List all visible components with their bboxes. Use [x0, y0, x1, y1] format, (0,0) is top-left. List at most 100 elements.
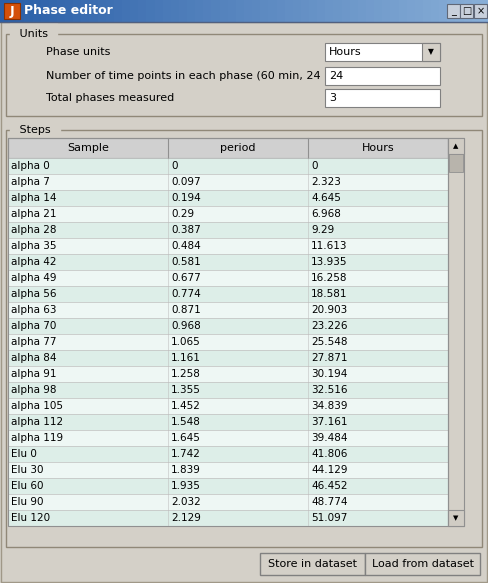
Bar [8, 222, 448, 238]
Bar [6, 130, 482, 547]
Bar [106, 0, 115, 22]
Text: 1.452: 1.452 [171, 401, 201, 411]
Text: 1.742: 1.742 [171, 449, 201, 459]
Text: alpha 63: alpha 63 [11, 305, 57, 315]
Text: Units: Units [16, 29, 52, 39]
Text: 16.258: 16.258 [311, 273, 347, 283]
Text: 0.677: 0.677 [171, 273, 201, 283]
Text: 1.548: 1.548 [171, 417, 201, 427]
Text: 13.935: 13.935 [311, 257, 347, 267]
Text: Hours: Hours [362, 143, 394, 153]
Bar [374, 0, 383, 22]
Text: 0.581: 0.581 [171, 257, 201, 267]
Bar [260, 0, 269, 22]
Text: 34.839: 34.839 [311, 401, 347, 411]
Text: alpha 98: alpha 98 [11, 385, 57, 395]
Bar [8, 350, 448, 366]
Text: _: _ [451, 6, 456, 16]
Text: Phase editor: Phase editor [24, 5, 113, 17]
Bar [8, 138, 448, 158]
Bar [474, 4, 487, 18]
Text: 11.613: 11.613 [311, 241, 347, 251]
Text: alpha 0: alpha 0 [11, 161, 50, 171]
Text: 3: 3 [329, 93, 336, 103]
Text: 1.839: 1.839 [171, 465, 201, 475]
Text: 0.29: 0.29 [171, 209, 194, 219]
Bar [89, 0, 99, 22]
Text: 44.129: 44.129 [311, 465, 347, 475]
Text: 30.194: 30.194 [311, 369, 347, 379]
Text: 37.161: 37.161 [311, 417, 347, 427]
Text: alpha 112: alpha 112 [11, 417, 63, 427]
Bar [171, 0, 180, 22]
Bar [455, 0, 465, 22]
Bar [8, 430, 448, 446]
Bar [309, 0, 318, 22]
Text: 24: 24 [329, 71, 343, 81]
Bar [448, 138, 464, 154]
Bar [317, 0, 326, 22]
Text: 46.452: 46.452 [311, 481, 347, 491]
Text: 20.903: 20.903 [311, 305, 347, 315]
Bar [8, 174, 448, 190]
Bar [350, 0, 359, 22]
Text: Number of time points in each phase (60 min, 24 h etc..): Number of time points in each phase (60 … [46, 71, 364, 81]
Bar [8, 286, 448, 302]
Text: Elu 30: Elu 30 [11, 465, 43, 475]
Bar [277, 0, 285, 22]
Text: 0: 0 [171, 161, 178, 171]
Bar [439, 0, 448, 22]
Text: 6.968: 6.968 [311, 209, 341, 219]
Bar [8, 190, 448, 206]
Text: Store in dataset: Store in dataset [268, 559, 357, 569]
Text: Phase units: Phase units [46, 47, 110, 57]
Text: 0.774: 0.774 [171, 289, 201, 299]
Text: □: □ [462, 6, 471, 16]
Bar [8, 414, 448, 430]
Text: alpha 84: alpha 84 [11, 353, 57, 363]
Text: 25.548: 25.548 [311, 337, 347, 347]
Text: 9.29: 9.29 [311, 225, 334, 235]
Text: 1.935: 1.935 [171, 481, 201, 491]
Bar [8, 254, 448, 270]
Bar [8, 510, 448, 526]
Text: 4.645: 4.645 [311, 193, 341, 203]
Bar [390, 0, 400, 22]
Bar [8, 138, 448, 526]
Bar [382, 0, 391, 22]
Bar [8, 398, 448, 414]
Bar [423, 0, 432, 22]
Text: Elu 90: Elu 90 [11, 497, 43, 507]
Text: 41.806: 41.806 [311, 449, 347, 459]
Bar [8, 270, 448, 286]
Bar [252, 0, 261, 22]
Bar [472, 0, 481, 22]
Bar [342, 0, 351, 22]
Text: alpha 56: alpha 56 [11, 289, 57, 299]
Bar [365, 553, 480, 575]
Bar [16, 0, 25, 22]
Text: period: period [220, 143, 256, 153]
Text: 39.484: 39.484 [311, 433, 347, 443]
Text: Elu 60: Elu 60 [11, 481, 43, 491]
Bar [448, 138, 464, 526]
Bar [447, 4, 460, 18]
Bar [8, 366, 448, 382]
Bar [325, 89, 440, 107]
Text: 0: 0 [311, 161, 318, 171]
Bar [49, 0, 58, 22]
Bar [155, 0, 163, 22]
Text: 32.516: 32.516 [311, 385, 347, 395]
Text: Elu 0: Elu 0 [11, 449, 37, 459]
Bar [285, 0, 294, 22]
Bar [366, 0, 375, 22]
Text: Load from dataset: Load from dataset [371, 559, 473, 569]
Text: alpha 7: alpha 7 [11, 177, 50, 187]
Text: 0.968: 0.968 [171, 321, 201, 331]
Bar [8, 302, 448, 318]
Text: alpha 49: alpha 49 [11, 273, 57, 283]
Bar [122, 0, 131, 22]
Text: Sample: Sample [67, 143, 109, 153]
Text: 48.774: 48.774 [311, 497, 347, 507]
Bar [293, 0, 302, 22]
